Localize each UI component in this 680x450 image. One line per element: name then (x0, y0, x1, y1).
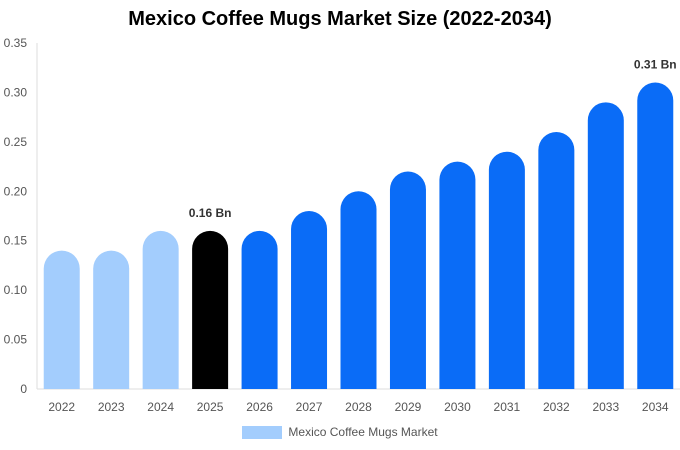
bar-2026[interactable] (241, 230, 278, 389)
bar-2028[interactable] (340, 191, 377, 389)
legend-swatch (242, 425, 283, 439)
legend-label: Mexico Coffee Mugs Market (288, 425, 438, 439)
x-tick-label: 2029 (395, 400, 422, 414)
x-tick-label: 2025 (197, 400, 224, 414)
bar-2023[interactable] (93, 250, 130, 389)
y-tick-label: 0.30 (4, 85, 28, 99)
y-tick-label: 0.15 (4, 234, 28, 248)
x-tick-label: 2026 (246, 400, 273, 414)
x-tick-label: 2033 (592, 400, 619, 414)
bar-2029[interactable] (389, 171, 426, 389)
y-tick-label: 0.20 (4, 184, 28, 198)
x-tick-label: 2031 (494, 400, 521, 414)
y-tick-label: 0.05 (4, 333, 28, 347)
bar-2025[interactable] (192, 230, 229, 389)
x-tick-label: 2022 (48, 400, 75, 414)
x-tick-label: 2024 (147, 400, 174, 414)
y-tick-label: 0.25 (4, 135, 28, 149)
bar-2030[interactable] (439, 161, 476, 389)
bar-2027[interactable] (291, 211, 328, 389)
bar-2034[interactable] (637, 82, 674, 390)
x-tick-label: 2023 (98, 400, 125, 414)
chart-title: Mexico Coffee Mugs Market Size (2022-203… (128, 8, 552, 30)
x-tick-label: 2034 (642, 400, 669, 414)
bar-2032[interactable] (538, 131, 575, 389)
x-tick-label: 2028 (345, 400, 372, 414)
data-label-2034: 0.31 Bn (634, 58, 677, 72)
y-tick-label: 0.35 (4, 36, 28, 50)
x-tick-label: 2032 (543, 400, 570, 414)
legend[interactable]: Mexico Coffee Mugs Market (0, 425, 680, 439)
bar-2033[interactable] (587, 102, 624, 390)
y-tick-label: 0.10 (4, 283, 28, 297)
bar-2024[interactable] (142, 230, 179, 389)
x-tick-label: 2027 (296, 400, 323, 414)
y-tick-label: 0 (20, 382, 27, 396)
data-label-2025: 0.16 Bn (189, 206, 232, 220)
bar-2022[interactable] (43, 250, 80, 389)
bar-2031[interactable] (488, 151, 525, 389)
x-tick-label: 2030 (444, 400, 471, 414)
